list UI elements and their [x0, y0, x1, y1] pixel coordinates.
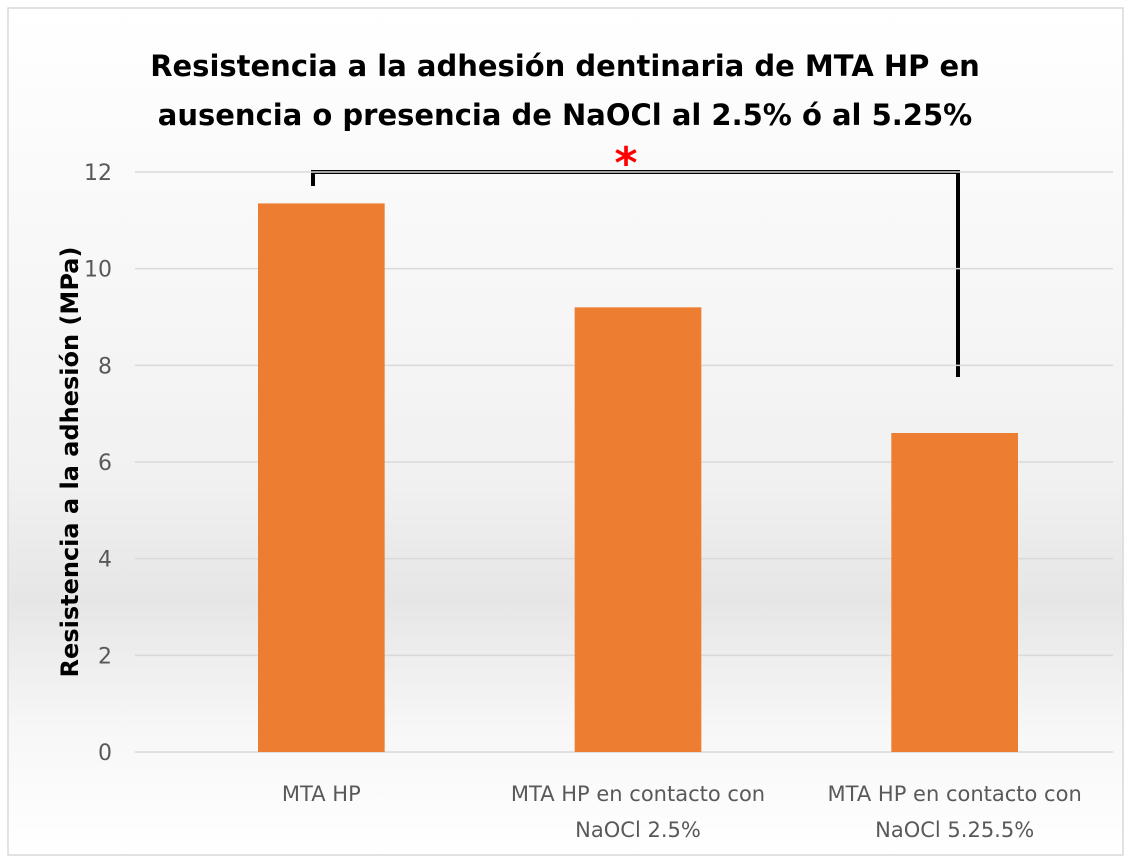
y-tick-label: 8: [98, 354, 112, 379]
y-tick-label: 10: [84, 258, 112, 283]
y-tick-label: 0: [98, 741, 112, 766]
bar: [574, 307, 702, 752]
annotation: *: [614, 138, 637, 189]
y-tick-label: 6: [98, 451, 112, 476]
y-tick-label: 12: [84, 161, 112, 186]
x-tick-label: MTA HP en contacto con NaOCl 2.5%: [510, 782, 766, 842]
bar: [891, 433, 1018, 752]
chart-title: Resistencia a la adhesión dentinaria de …: [150, 49, 980, 132]
x-tick-label: MTA HP en contacto con NaOCl 5.25.5%: [827, 782, 1082, 842]
y-tick-label: 4: [98, 548, 112, 573]
x-tick-label: MTA HP: [281, 782, 361, 806]
y-tick-label: 2: [98, 644, 112, 669]
y-axis-label: Resistencia a la adhesión (MPa): [56, 247, 84, 678]
bar: [258, 203, 385, 752]
